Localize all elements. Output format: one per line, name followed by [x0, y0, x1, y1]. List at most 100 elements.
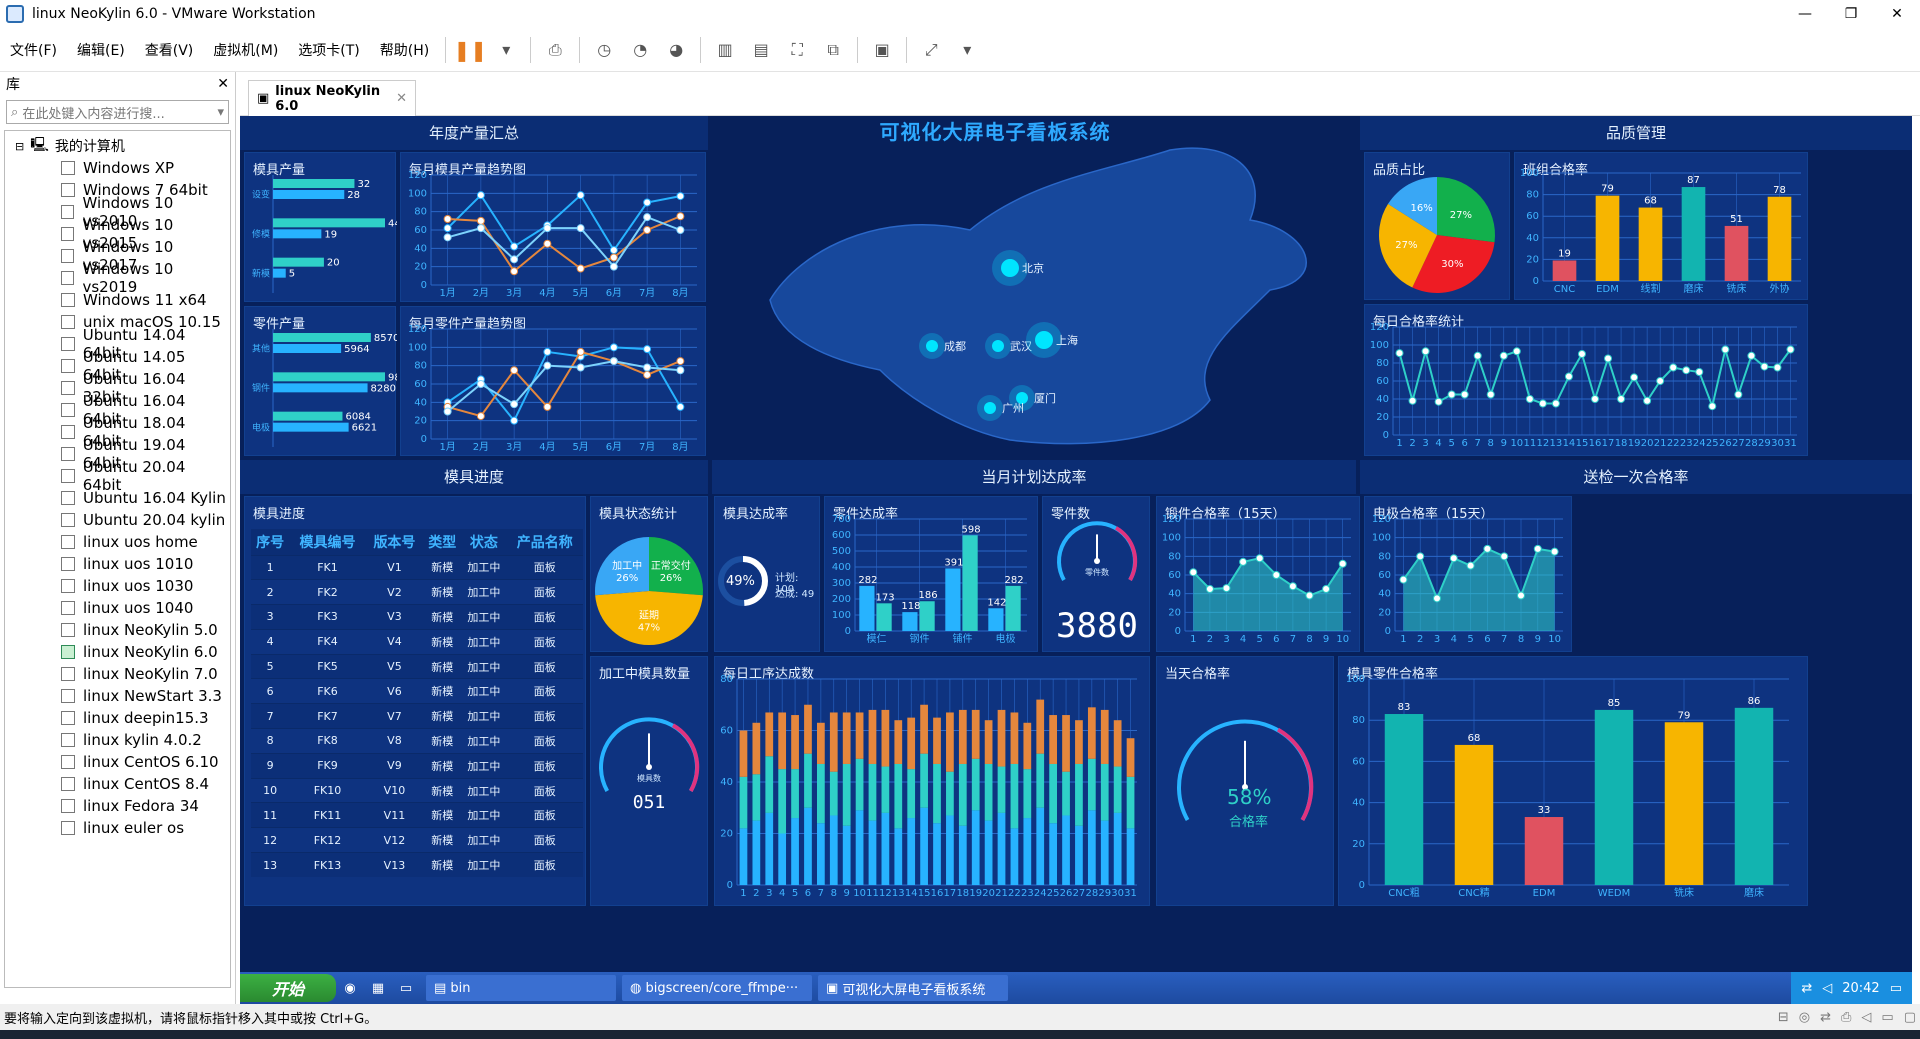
- pause-icon[interactable]: ❚❚: [453, 37, 487, 62]
- vm-item[interactable]: Ubuntu 16.04 64bit: [9, 392, 226, 428]
- panel-title: 班组合格率: [1523, 163, 1589, 178]
- fullscreen-icon[interactable]: ⛶: [791, 39, 803, 59]
- console-view-icon[interactable]: ▣: [874, 40, 890, 59]
- bar-segment: [778, 769, 787, 834]
- table-cell: 8: [251, 728, 290, 754]
- close-library-icon[interactable]: ✕: [217, 76, 229, 92]
- show-library-icon[interactable]: ▥: [717, 40, 733, 59]
- window-icon: ▣: [826, 980, 843, 996]
- dropdown-arrow-icon[interactable]: ▾: [502, 40, 511, 59]
- y-tick-label: 0: [845, 626, 851, 637]
- chevron-down-icon[interactable]: ▾: [217, 104, 224, 120]
- network-adapter-icon[interactable]: ⇄: [1820, 1009, 1831, 1025]
- network-icon[interactable]: ⇄: [1801, 980, 1813, 996]
- menu-tabs[interactable]: 选项卡(T): [298, 42, 360, 59]
- thumbnail-bar-icon[interactable]: ▤: [753, 40, 769, 59]
- vm-item[interactable]: Ubuntu 20.04 kylin: [9, 509, 226, 531]
- vm-item[interactable]: unix macOS 10.15: [9, 311, 226, 333]
- menu-vm[interactable]: 虚拟机(M): [213, 42, 279, 59]
- restore-button[interactable]: ❐: [1844, 6, 1858, 22]
- vm-item[interactable]: Windows 7 64bit: [9, 179, 226, 201]
- tree-root[interactable]: ⊟ 🖳 我的计算机: [9, 135, 226, 157]
- cdrom-icon[interactable]: ◎: [1798, 1009, 1811, 1025]
- table-cell: 加工中: [461, 852, 507, 878]
- vm-item[interactable]: linux NewStart 3.3: [9, 685, 226, 707]
- stretch-guest-icon[interactable]: ⤢: [924, 39, 938, 59]
- send-ctrl-alt-del-icon[interactable]: ⎙: [548, 39, 562, 59]
- y-tick-label: 0: [421, 434, 427, 445]
- printer-icon[interactable]: ⎙: [1841, 1009, 1852, 1025]
- vm-item[interactable]: Windows 10 vs2010: [9, 194, 226, 230]
- display-icon[interactable]: ▭: [1881, 1009, 1894, 1025]
- vm-item[interactable]: Ubuntu 20.04 64bit: [9, 458, 226, 494]
- vm-screen[interactable]: 年度产量汇总 可视化大屏电子看板系统 品质管理 模具产量 设变3228修模441…: [240, 116, 1912, 1004]
- vm-item[interactable]: linux uos 1010: [9, 553, 226, 575]
- vm-item[interactable]: Windows 10 vs2015: [9, 216, 226, 252]
- vm-item[interactable]: linux CentOS 6.10: [9, 751, 226, 773]
- dropdown-arrow-icon[interactable]: ▾: [963, 40, 972, 59]
- snapshot-icon[interactable]: ◷: [597, 40, 612, 59]
- vm-item[interactable]: Ubuntu 14.04 64bit: [9, 326, 226, 362]
- panel-daily-pass: 每日合格率统计 0 20 40 60 80 100 120 1 2 3 4 5 6 7 8 9 10 11 12 13…: [1364, 304, 1808, 456]
- menu-view[interactable]: 查看(V): [144, 42, 194, 59]
- unity-icon[interactable]: ⧉: [827, 39, 839, 59]
- vm-item[interactable]: Windows XP: [9, 157, 226, 179]
- task-bin[interactable]: ▤ bin: [426, 975, 616, 1001]
- vm-item[interactable]: Ubuntu 16.04 Kylin: [9, 487, 226, 509]
- menu-help[interactable]: 帮助(H): [379, 42, 430, 59]
- vm-item[interactable]: linux CentOS 8.4: [9, 773, 226, 795]
- vm-item-label: Ubuntu 20.04 64bit: [82, 458, 186, 494]
- vm-item[interactable]: Windows 11 x64: [9, 289, 226, 311]
- vm-icon: [61, 293, 75, 307]
- data-point: [1643, 396, 1652, 405]
- sound-icon[interactable]: ◁: [1861, 1009, 1872, 1025]
- vm-item[interactable]: linux NeoKylin 7.0: [9, 663, 226, 685]
- series-area: [1403, 548, 1555, 631]
- x-tick-label: 5: [1257, 634, 1263, 645]
- x-tick-label: 9: [1323, 634, 1329, 645]
- vm-item[interactable]: Ubuntu 16.04 32bit: [9, 370, 226, 406]
- tab-vm[interactable]: ▣ linux NeoKylin 6.0 ✕: [248, 80, 416, 116]
- library-search-input[interactable]: ⌕ 在此处键入内容进行搜... ▾: [6, 100, 229, 124]
- menu-file[interactable]: 文件(F): [10, 42, 57, 59]
- task-bigscreen[interactable]: ◍ bigscreen/core_ffmpe···: [622, 975, 812, 1001]
- data-point: [1338, 559, 1347, 568]
- volume-icon[interactable]: ◁: [1822, 980, 1833, 996]
- show-desktop-icon[interactable]: ▭: [1889, 980, 1902, 996]
- task-dashboard[interactable]: ▣ 可视化大屏电子看板系统: [818, 975, 1008, 1001]
- table-cell: 加工中: [461, 554, 507, 580]
- terminal-icon[interactable]: ▭: [399, 980, 413, 996]
- panel-title: 零件数: [1051, 507, 1091, 522]
- firefox-icon[interactable]: ◉: [344, 980, 356, 996]
- vm-item[interactable]: Windows 10 vs2017: [9, 238, 226, 274]
- start-button[interactable]: 开始: [240, 974, 336, 1002]
- x-tick-label: CNC精: [1458, 886, 1489, 899]
- close-tab-icon[interactable]: ✕: [396, 91, 407, 106]
- bar-segment: [829, 815, 838, 885]
- message-icon[interactable]: ▢: [1903, 1009, 1916, 1025]
- minimize-button[interactable]: —: [1798, 6, 1812, 22]
- collapse-icon[interactable]: ⊟: [15, 139, 25, 153]
- vm-item[interactable]: linux euler os: [9, 817, 226, 839]
- vm-item[interactable]: Ubuntu 18.04 64bit: [9, 414, 226, 450]
- vm-item[interactable]: linux uos 1030: [9, 575, 226, 597]
- vm-item[interactable]: linux Fedora 34: [9, 795, 226, 817]
- data-point: [1656, 377, 1665, 385]
- vm-item[interactable]: Ubuntu 19.04 64bit: [9, 436, 226, 472]
- menu-edit[interactable]: 编辑(E): [76, 42, 125, 59]
- revert-snapshot-icon[interactable]: ◔: [633, 40, 648, 59]
- bar-segment: [1113, 812, 1122, 885]
- vm-item[interactable]: linux NeoKylin 6.0: [9, 641, 226, 663]
- file-manager-icon[interactable]: ▦: [371, 980, 385, 996]
- vm-item[interactable]: linux uos home: [9, 531, 226, 553]
- vm-item[interactable]: linux NeoKylin 5.0: [9, 619, 226, 641]
- vm-item[interactable]: Windows 10 vs2019: [9, 260, 226, 296]
- vm-item[interactable]: linux kylin 4.0.2: [9, 729, 226, 751]
- vm-item[interactable]: linux uos 1040: [9, 597, 226, 619]
- vm-item[interactable]: linux deepin15.3: [9, 707, 226, 729]
- x-tick-label: 6: [1484, 634, 1490, 645]
- hdd-icon[interactable]: ⊟: [1777, 1009, 1789, 1025]
- close-window-button[interactable]: ✕: [1891, 6, 1903, 22]
- vm-item[interactable]: Ubuntu 14.05 64bit: [9, 348, 226, 384]
- snapshot-manager-icon[interactable]: ◕: [669, 40, 684, 59]
